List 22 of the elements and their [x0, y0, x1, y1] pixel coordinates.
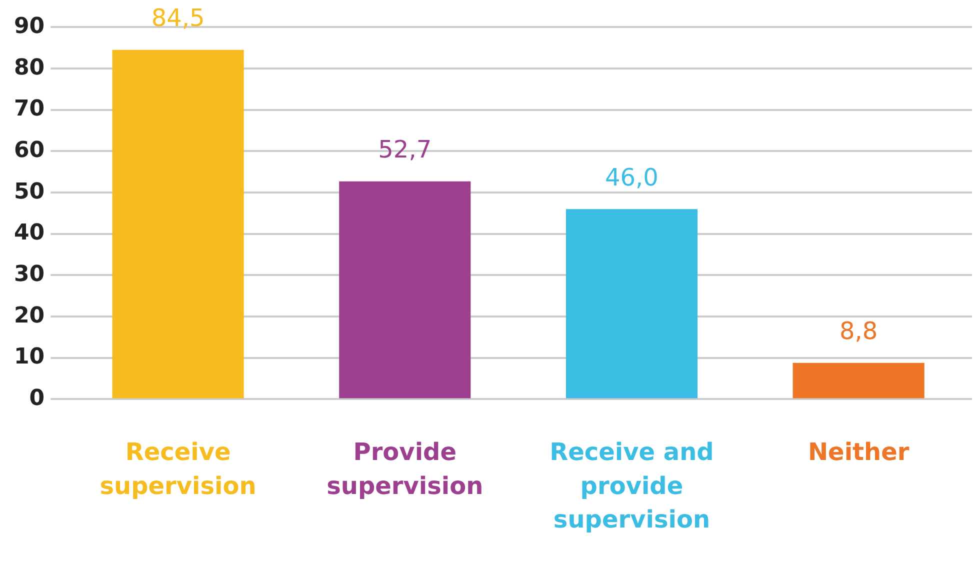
x-tick-label: Receive supervision: [100, 438, 256, 500]
y-tick-label: 80: [14, 55, 45, 80]
y-tick-label: 50: [14, 179, 45, 204]
data-label: 8,8: [839, 317, 878, 346]
bar: [792, 362, 924, 398]
y-tick-label: 0: [29, 386, 45, 411]
x-tick-label: Provide supervision: [326, 438, 484, 500]
bar: [566, 209, 698, 398]
data-label: 52,7: [378, 136, 432, 164]
x-tick-label: Neither: [808, 438, 910, 466]
y-tick-label: 10: [14, 344, 45, 370]
x-tick-label: Receive and provide supervision: [550, 438, 714, 534]
y-tick-label: 30: [14, 262, 45, 287]
data-label: 46,0: [605, 163, 658, 192]
y-tick-label: 40: [14, 220, 45, 246]
y-tick-label: 90: [14, 14, 45, 39]
y-tick-label: 70: [14, 96, 45, 122]
y-tick-label: 60: [14, 138, 45, 163]
data-label: 84,5: [151, 4, 205, 32]
bar: [339, 181, 471, 398]
y-tick-label: 20: [14, 303, 45, 328]
bar: [112, 50, 244, 398]
